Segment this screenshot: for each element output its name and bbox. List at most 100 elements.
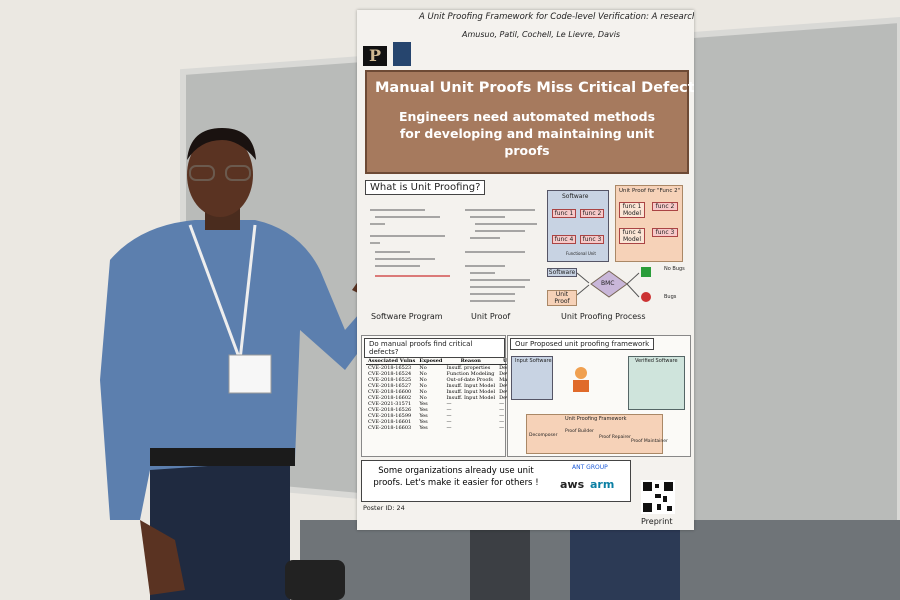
rolls-royce-logo xyxy=(393,42,411,66)
diagram-label: No Bugs xyxy=(664,266,685,272)
glasses xyxy=(225,165,251,181)
bmc-diagram xyxy=(577,267,651,302)
table-cell: CVE-2018-16599 xyxy=(368,413,412,419)
table-cell: No xyxy=(419,383,427,389)
purdue-logo: P xyxy=(363,46,387,66)
authors: Amusuo, Patil, Cochell, Le Lievre, Davis xyxy=(462,30,621,39)
table-cell: Yes xyxy=(419,407,428,413)
table-cell: — xyxy=(446,407,452,413)
preprint-label: Preprint xyxy=(641,517,673,526)
table-row: CVE-2021-31571 Yes — — xyxy=(366,401,535,407)
input-software-box: Input Software xyxy=(511,356,553,400)
bag xyxy=(285,560,345,600)
table-cell: Yes xyxy=(419,419,428,425)
diagram-label: Software xyxy=(562,193,589,200)
code-lines xyxy=(370,209,537,302)
table-cell: — xyxy=(446,413,452,419)
func-box: func 4 xyxy=(552,235,576,244)
component-label: Proof Builder xyxy=(565,429,594,434)
table-cell: CVE-2018-16525 xyxy=(368,377,412,383)
framework-section: Our Proposed unit proofing framework Inp… xyxy=(507,335,691,457)
poster: A Unit Proofing Framework for Code-level… xyxy=(357,10,694,530)
belt xyxy=(150,448,295,466)
table-cell: Yes xyxy=(419,413,428,419)
section-heading: Our Proposed unit proofing framework xyxy=(510,338,655,350)
table-cell: — xyxy=(446,425,452,431)
table-row: CVE-2018-16526 Yes — — xyxy=(366,407,535,413)
banner-text: Some organizations already use unit proo… xyxy=(373,466,539,488)
table-cell: CVE-2018-16602 xyxy=(368,395,412,401)
func-box: func 1 Model xyxy=(619,202,645,218)
table-cell: CVE-2018-16603 xyxy=(368,425,412,431)
diagram-label: Unit Proof for "Func 2" xyxy=(619,188,681,194)
func-box: func 1 xyxy=(552,209,576,218)
caption: Software Program xyxy=(371,312,443,321)
table-cell: — xyxy=(499,407,505,413)
table-cell: No xyxy=(419,365,427,371)
diagram-label: Unit Proofing Framework xyxy=(565,416,627,422)
table-header-cell: Reason xyxy=(444,358,498,365)
table-cell: — xyxy=(499,425,505,431)
defects-section: Do manual proofs find critical defects? … xyxy=(361,335,535,457)
arrow xyxy=(577,272,590,296)
poster-title: A Unit Proofing Framework for Code-level… xyxy=(419,12,694,22)
headline-box: Manual Unit Proofs Miss Critical Defects… xyxy=(365,70,694,174)
table-cell: — xyxy=(446,401,452,407)
func-box: func 2 xyxy=(580,209,604,218)
table-cell: — xyxy=(499,419,505,425)
caption: Unit Proofing Process xyxy=(561,312,646,321)
component-label: Proof Maintainer xyxy=(631,439,668,444)
bug-icon xyxy=(641,292,651,302)
sponsor: aws xyxy=(560,478,585,491)
sponsor: ANT GROUP xyxy=(572,464,608,471)
glasses xyxy=(189,165,215,181)
func-box: func 2 xyxy=(652,202,678,211)
hair xyxy=(187,128,256,160)
code-listing xyxy=(370,209,537,302)
table-cell: CVE-2018-16524 xyxy=(368,371,412,377)
caption: Unit Proof xyxy=(471,312,511,321)
verified-software-box: Verified Software xyxy=(628,356,685,410)
table-row: CVE-2018-16599 Yes — — xyxy=(366,413,535,419)
func-box: func 4 Model xyxy=(619,228,645,244)
badge xyxy=(228,354,272,394)
table-cell: No xyxy=(419,377,427,383)
component-label: Decomposer xyxy=(529,433,558,438)
table-cell: CVE-2018-16526 xyxy=(368,407,412,413)
table-cell: — xyxy=(446,419,452,425)
table-cell: Yes xyxy=(419,425,428,431)
head xyxy=(187,133,253,217)
diagram-label: Functional Unit xyxy=(566,251,596,256)
table-cell: — xyxy=(499,401,505,407)
table-cell: CVE-2018-16601 xyxy=(368,419,412,425)
component-label: Proof Repairer xyxy=(599,435,631,440)
table-cell: Insuff. Input Model xyxy=(446,395,496,401)
func-box: func 3 xyxy=(652,228,678,237)
engineer-icon xyxy=(573,367,589,392)
sponsor: arm xyxy=(590,478,615,491)
diagram-label: Input Software xyxy=(515,358,552,364)
qr-code xyxy=(641,480,675,514)
table-cell: Insuff. Input Model xyxy=(446,389,496,395)
subheadline: Engineers need automated methods for dev… xyxy=(398,109,656,158)
input-box: Unit Proof xyxy=(547,290,577,306)
table-cell: — xyxy=(499,413,505,419)
diagram-label: Verified Software xyxy=(635,358,678,364)
table-cell: Yes xyxy=(419,401,428,407)
table-cell: CVE-2021-31571 xyxy=(368,401,412,407)
section-heading: What is Unit Proofing? xyxy=(365,180,486,195)
table-header-cell: Associated Vulns xyxy=(366,358,418,365)
func-box: func 3 xyxy=(580,235,604,244)
table-cell: Out-of-date Proofs xyxy=(446,377,493,383)
arrow xyxy=(626,272,640,298)
legs-background xyxy=(470,520,530,600)
hand xyxy=(140,520,185,595)
poster-id: Poster ID: 24 xyxy=(363,504,405,512)
table-cell: No xyxy=(419,389,427,395)
table-cell: CVE-2018-16523 xyxy=(368,365,412,371)
table-cell: Insuff. Input Model xyxy=(446,383,496,389)
legs-background xyxy=(570,530,680,600)
table-cell: No xyxy=(419,395,427,401)
framework-box: Unit Proofing Framework Decomposer Proof… xyxy=(526,414,668,454)
